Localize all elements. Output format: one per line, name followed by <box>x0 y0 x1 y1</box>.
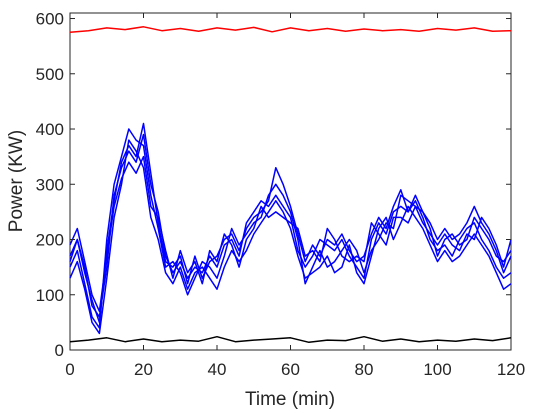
series-line-4 <box>69 139 512 335</box>
y-tick-label-2: 200 <box>36 231 64 250</box>
y-tick-label-4: 400 <box>36 120 64 139</box>
y-tick-label-3: 300 <box>36 175 64 194</box>
x-tick-label-2: 40 <box>208 360 227 379</box>
series-line-0 <box>69 26 512 34</box>
plot-frame <box>69 12 512 351</box>
y-tick-label-0: 0 <box>55 341 64 360</box>
series-line-5 <box>69 122 512 324</box>
x-tick-label-5: 100 <box>423 360 451 379</box>
x-tick-label-1: 20 <box>134 360 153 379</box>
y-axis-label: Power (KW) <box>6 130 27 232</box>
series-line-6 <box>69 335 512 344</box>
series-line-2 <box>69 128 512 329</box>
series-layer <box>69 26 512 344</box>
x-tick-label-0: 0 <box>65 360 74 379</box>
y-tick-label-5: 500 <box>36 65 64 84</box>
x-tick-label-3: 60 <box>281 360 300 379</box>
x-axis-label: Time (min) <box>245 389 335 410</box>
x-tick-label-6: 120 <box>497 360 525 379</box>
series-line-3 <box>69 155 512 313</box>
series-line-1 <box>69 133 512 318</box>
y-tick-label-1: 100 <box>36 286 64 305</box>
x-tick-label-4: 80 <box>355 360 374 379</box>
tick-layer: 0 20 40 60 80 100 120 0 100 200 300 400 500 600 <box>36 10 526 379</box>
y-tick-label-6: 600 <box>36 10 64 29</box>
